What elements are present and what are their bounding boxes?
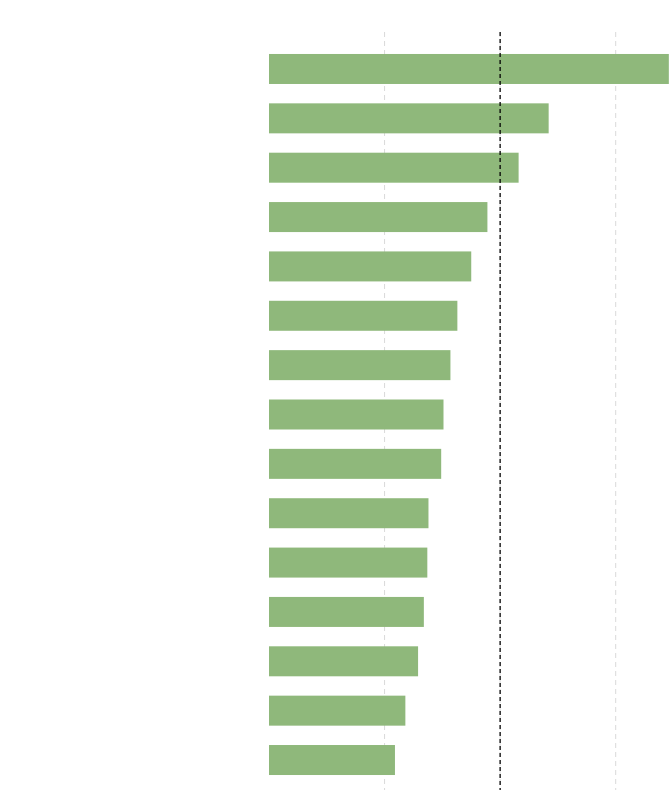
bar bbox=[269, 547, 428, 578]
bar bbox=[269, 53, 669, 84]
bar bbox=[269, 399, 444, 430]
bar bbox=[269, 103, 549, 134]
bar bbox=[269, 300, 458, 331]
bar bbox=[269, 646, 419, 677]
bar bbox=[269, 350, 451, 381]
bar bbox=[269, 498, 429, 529]
bar bbox=[269, 152, 519, 183]
bar bbox=[269, 596, 424, 627]
bar bbox=[269, 695, 406, 726]
bar bbox=[269, 251, 472, 282]
bar bbox=[269, 202, 488, 233]
bar bbox=[269, 448, 442, 479]
bar bbox=[269, 745, 395, 776]
